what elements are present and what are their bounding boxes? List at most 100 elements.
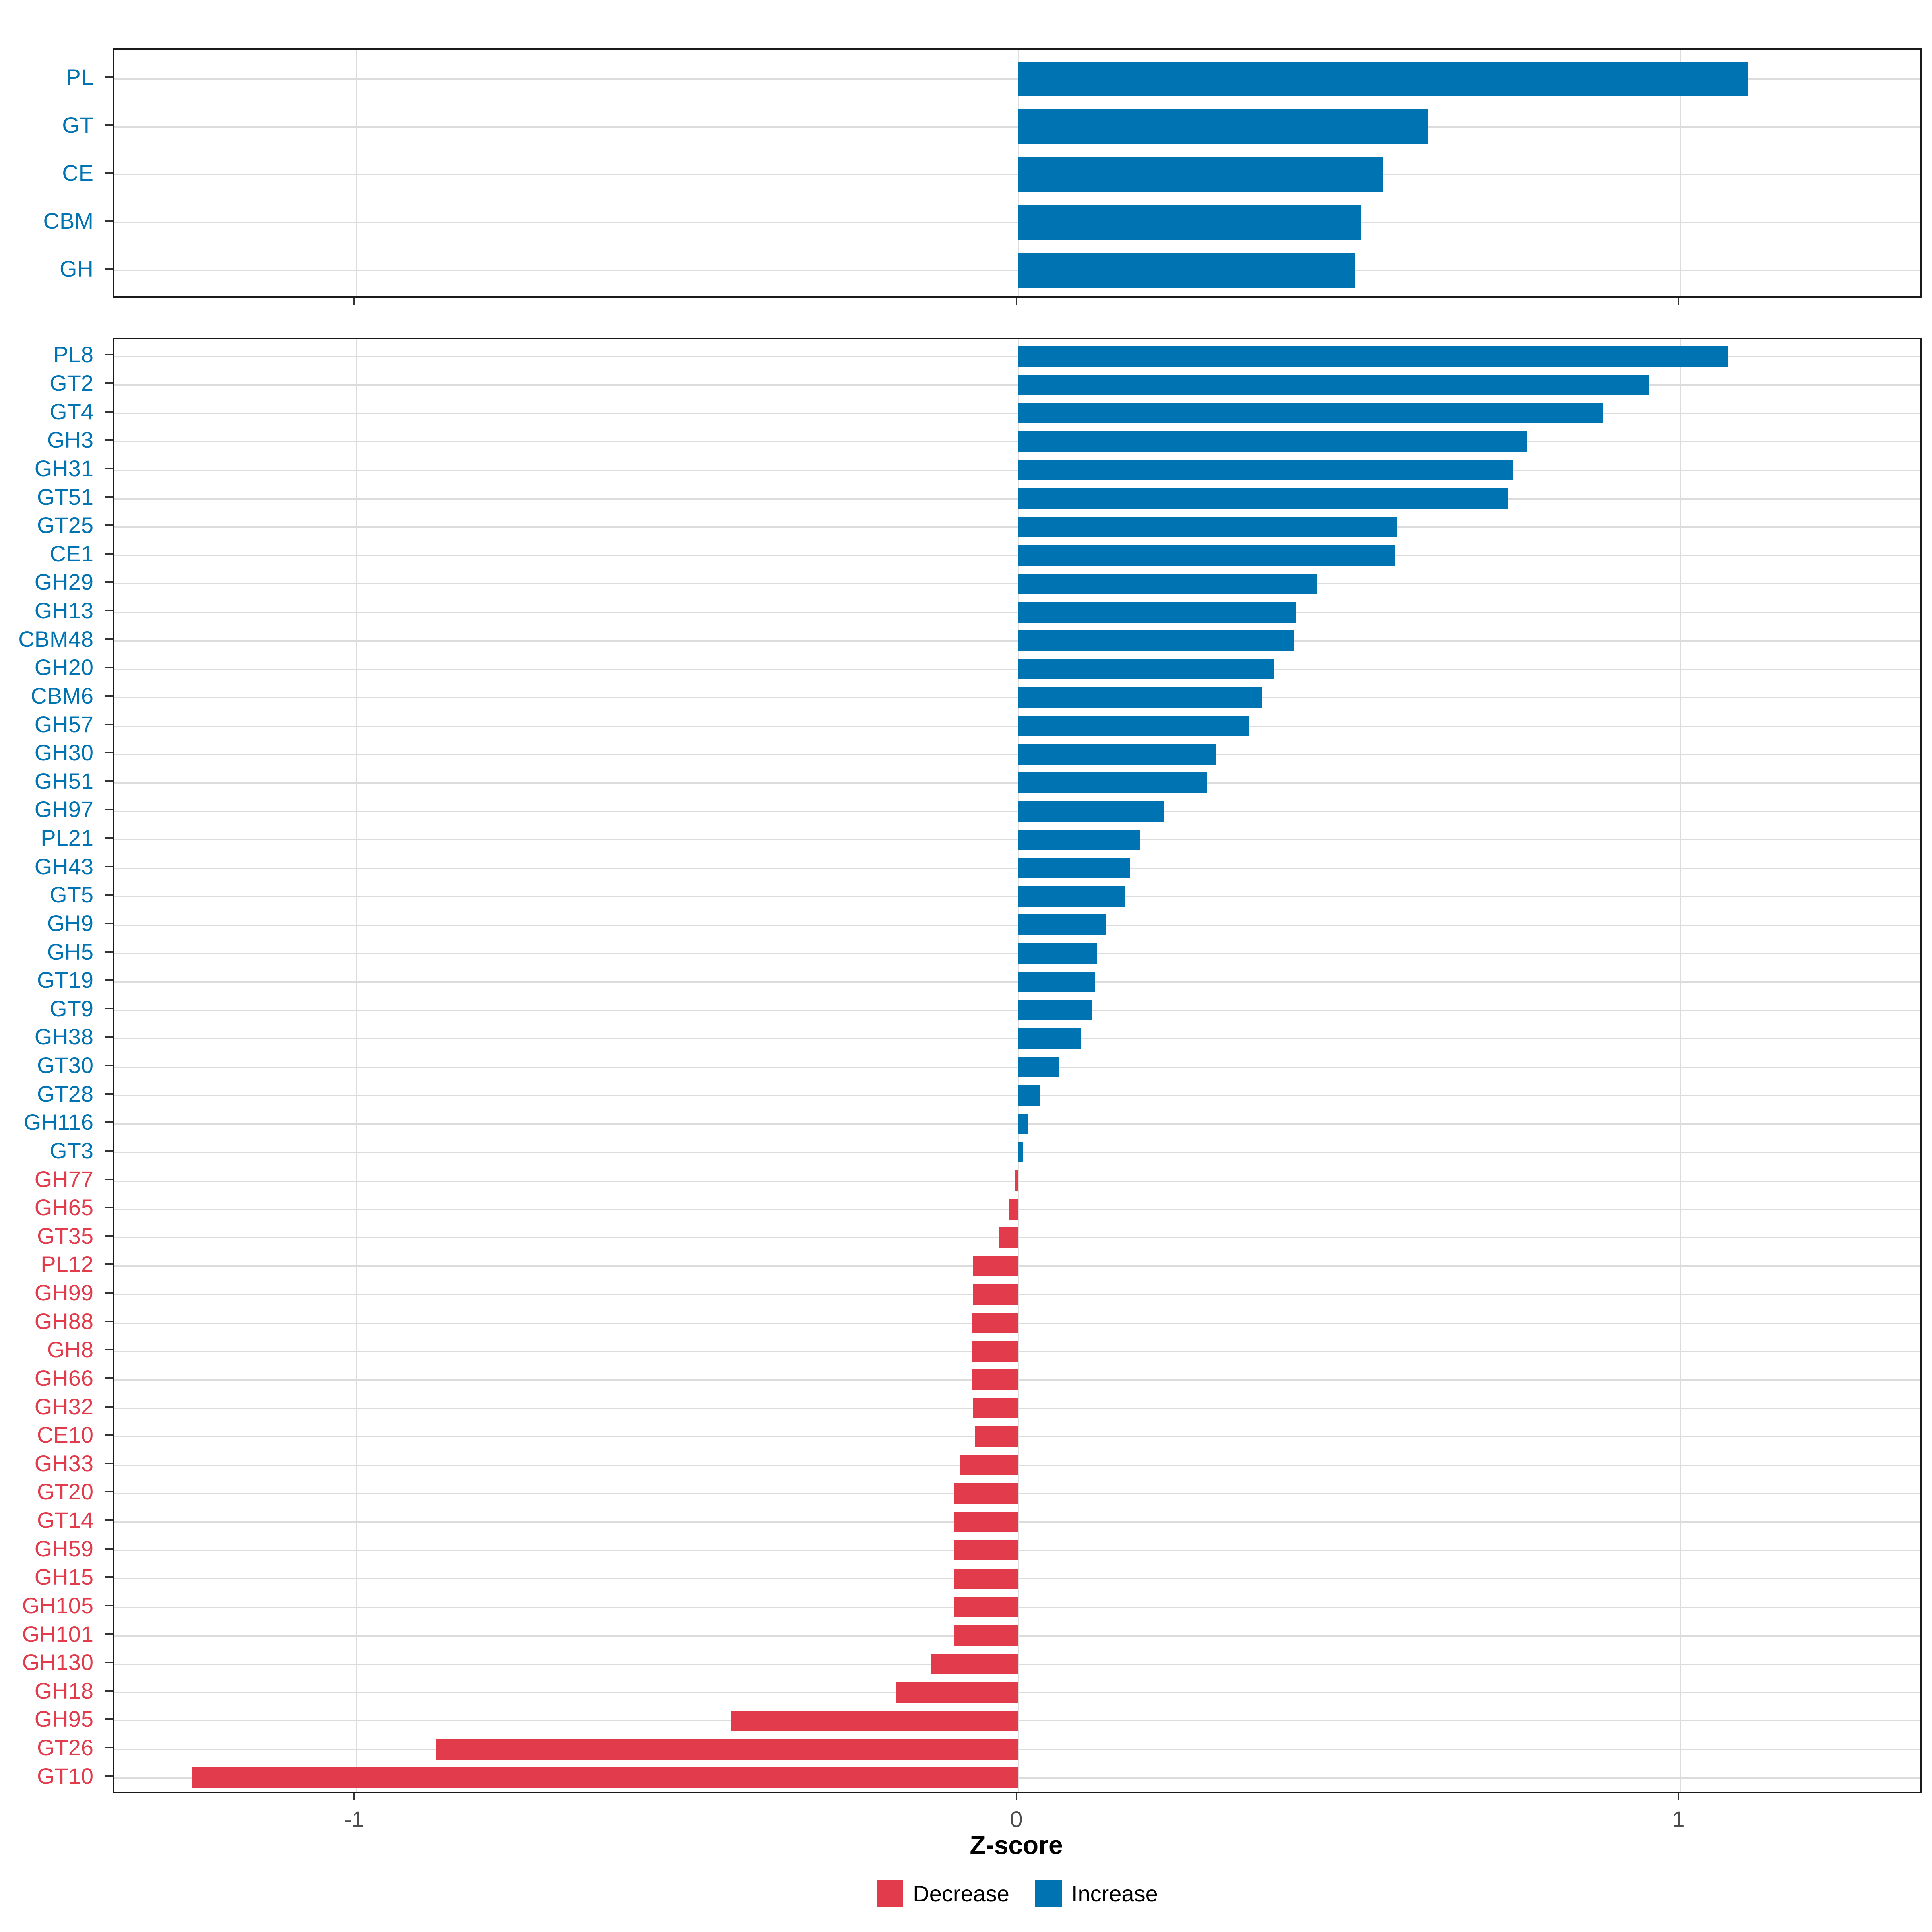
bar-GT25 (1018, 517, 1397, 537)
bar-GH65 (1009, 1199, 1018, 1220)
bar-GT2 (1018, 375, 1649, 395)
category-label-GH105: GH105 (22, 1593, 93, 1618)
y-tick (105, 866, 113, 867)
bar-GT35 (999, 1227, 1018, 1248)
category-label-GH32: GH32 (34, 1394, 93, 1419)
y-tick (105, 1718, 113, 1720)
category-gridline (114, 555, 1920, 556)
bar-GH29 (1018, 574, 1317, 594)
bar-GH38 (1018, 1028, 1081, 1049)
bar-GT19 (1018, 972, 1095, 992)
category-label-GH130: GH130 (22, 1649, 93, 1675)
y-tick (105, 496, 113, 498)
category-label-GH38: GH38 (34, 1024, 93, 1049)
y-tick (105, 1008, 113, 1009)
bar-GH43 (1018, 858, 1130, 878)
category-label-GH20: GH20 (34, 654, 93, 680)
legend-swatch-decrease (877, 1880, 904, 1907)
y-tick (105, 1207, 113, 1208)
category-label-PL12: PL12 (41, 1251, 93, 1277)
x-tick (353, 298, 355, 305)
bar-GT51 (1018, 488, 1508, 509)
category-label-GH95: GH95 (34, 1706, 93, 1732)
y-tick (105, 837, 113, 839)
y-tick (105, 809, 113, 810)
bar-GH105 (954, 1597, 1018, 1617)
category-label-GT3: GT3 (50, 1138, 93, 1163)
y-tick (105, 1036, 113, 1038)
bar-PL12 (973, 1256, 1018, 1276)
bar-GH97 (1018, 801, 1164, 822)
x-tick (1016, 298, 1017, 305)
bar-GT4 (1018, 403, 1603, 423)
category-label-GT51: GT51 (37, 484, 93, 510)
category-label-GT20: GT20 (37, 1479, 93, 1504)
category-gridline (114, 470, 1920, 471)
category-gridline (114, 526, 1920, 528)
y-tick (105, 1263, 113, 1265)
y-tick (105, 76, 113, 78)
legend-label: Decrease (913, 1881, 1009, 1906)
y-tick (105, 1605, 113, 1606)
category-gridline (114, 811, 1920, 812)
bar-GH18 (896, 1682, 1018, 1703)
bar-PL (1018, 62, 1748, 96)
category-gridline (114, 174, 1920, 175)
bar-CE10 (975, 1426, 1018, 1447)
category-label-GH31: GH31 (34, 456, 93, 481)
class-level-panel (113, 48, 1922, 298)
category-gridline (114, 222, 1920, 223)
x-tick-label: 1 (1672, 1806, 1685, 1832)
bar-GH77 (1015, 1170, 1018, 1191)
category-gridline (114, 981, 1920, 983)
bar-GH99 (973, 1284, 1018, 1305)
y-tick (105, 1491, 113, 1492)
x-tick (1016, 1793, 1017, 1800)
y-tick (105, 695, 113, 697)
bar-GH57 (1018, 716, 1249, 736)
y-tick (105, 667, 113, 668)
category-gridline (114, 1038, 1920, 1039)
bar-GH32 (973, 1398, 1018, 1418)
y-tick (105, 1235, 113, 1237)
category-label-GT5: GT5 (50, 882, 93, 907)
bar-GH130 (931, 1654, 1018, 1674)
category-label-CE10: CE10 (37, 1422, 93, 1447)
bar-GH116 (1018, 1114, 1028, 1134)
category-label-GT30: GT30 (37, 1053, 93, 1078)
y-tick (105, 610, 113, 611)
bar-GT10 (192, 1767, 1018, 1788)
category-gridline (114, 441, 1920, 442)
category-label-PL8: PL8 (53, 342, 93, 367)
category-label-GT26: GT26 (37, 1735, 93, 1760)
x-tick (353, 1793, 355, 1800)
category-label-GH101: GH101 (22, 1621, 93, 1647)
bar-GT20 (954, 1483, 1018, 1504)
category-label-CBM6: CBM6 (31, 683, 93, 708)
category-label-CBM: CBM (43, 208, 93, 233)
y-tick (105, 1519, 113, 1521)
y-tick (105, 1690, 113, 1692)
category-label-GT10: GT10 (37, 1763, 93, 1789)
category-label-GH3: GH3 (47, 427, 93, 452)
category-label-GH97: GH97 (34, 797, 93, 822)
category-gridline (114, 356, 1920, 357)
y-tick (105, 923, 113, 924)
y-tick (105, 1747, 113, 1748)
y-tick (105, 1406, 113, 1408)
y-tick (105, 979, 113, 981)
y-tick (105, 894, 113, 896)
y-tick (105, 124, 113, 126)
y-tick (105, 752, 113, 753)
category-gridline (114, 1152, 1920, 1153)
bar-GH13 (1018, 602, 1296, 623)
y-tick (105, 1434, 113, 1436)
category-label-GT25: GT25 (37, 512, 93, 538)
y-tick (105, 1662, 113, 1663)
category-label-GH: GH (60, 256, 93, 281)
category-gridline (114, 640, 1920, 642)
category-label-GH65: GH65 (34, 1195, 93, 1220)
category-label-GH77: GH77 (34, 1166, 93, 1192)
y-tick (105, 951, 113, 953)
